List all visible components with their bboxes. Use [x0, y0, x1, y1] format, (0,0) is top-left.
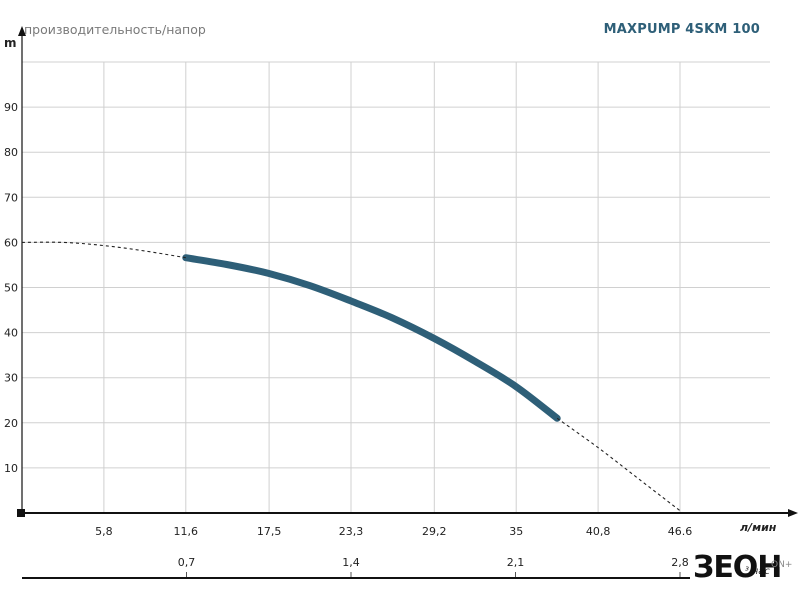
secondary-x-tick-label: 2,8 — [671, 556, 689, 569]
x-tick-label: 35 — [509, 525, 523, 538]
x-tick-label: 11,6 — [174, 525, 199, 538]
y-axis-arrow — [18, 26, 26, 36]
x-axis-arrow — [788, 509, 798, 517]
brand-logo: ЗЕОН — [693, 550, 782, 585]
axis-origin-marker — [17, 509, 25, 517]
y-axis-unit: m — [4, 36, 17, 50]
series — [21, 241, 681, 512]
axes — [17, 26, 798, 579]
performance-curve-solid — [182, 254, 561, 422]
chart-title: MAXPUMP 4SKM 100 — [603, 22, 760, 37]
y-tick-label: 10 — [4, 462, 18, 475]
y-tick-label: 60 — [4, 236, 18, 249]
y-tick-label: 90 — [4, 101, 18, 114]
x-tick-label: 40,8 — [586, 525, 611, 538]
secondary-x-axis-unit: ³/час — [745, 566, 770, 577]
secondary-x-tick-labels: 0,7 1,4 2,1 2,8 — [178, 556, 689, 569]
y-tick-label: 70 — [4, 191, 18, 204]
x-tick-labels: 5,8 11,6 17,5 23,3 29,2 35 40,8 46.6 — [95, 525, 692, 538]
x-axis-unit: л/мин — [740, 521, 777, 534]
x-tick-label: 29,2 — [422, 525, 447, 538]
secondary-x-tick-label: 0,7 — [178, 556, 196, 569]
y-tick-label: 20 — [4, 417, 18, 430]
secondary-x-tick-label: 1,4 — [342, 556, 360, 569]
secondary-x-tick-label: 2,1 — [507, 556, 525, 569]
y-tick-label: 40 — [4, 327, 18, 340]
chart-subtitle: производительность/напор — [24, 22, 206, 37]
y-tick-labels: 10 20 30 40 50 60 70 80 90 — [4, 101, 18, 475]
y-tick-label: 30 — [4, 372, 18, 385]
performance-curve-dashed-2 — [556, 417, 681, 512]
grid — [22, 61, 770, 513]
brand-logo-suffix: ON+ — [771, 560, 793, 570]
y-tick-label: 80 — [4, 146, 18, 159]
x-tick-label: 5,8 — [95, 525, 113, 538]
y-tick-label: 50 — [4, 282, 18, 295]
x-tick-label: 46.6 — [668, 525, 693, 538]
x-tick-label: 23,3 — [339, 525, 364, 538]
x-tick-label: 17,5 — [257, 525, 282, 538]
